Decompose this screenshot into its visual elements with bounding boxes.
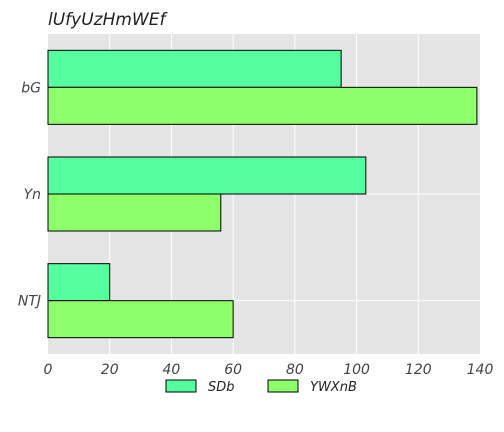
legend-swatch-SDb bbox=[165, 379, 197, 393]
legend-label-SDb: SDb bbox=[208, 380, 235, 395]
x-axis-ticks: 0 20 40 60 80 100 120 140 bbox=[44, 362, 494, 378]
x-tick-label: 100 bbox=[343, 362, 370, 378]
x-tick-label: 80 bbox=[286, 362, 304, 378]
y-axis-ticks: bG Yn NTJ bbox=[18, 80, 41, 309]
bar-YWXnB-NTJ bbox=[47, 300, 234, 339]
x-tick-label: 20 bbox=[101, 362, 119, 378]
bar-YWXnB-bG bbox=[47, 86, 478, 125]
legend-label-YWXnB: YWXnB bbox=[310, 380, 357, 395]
bar-SDb-bG bbox=[47, 49, 342, 88]
bars bbox=[47, 49, 478, 339]
y-tick-label: bG bbox=[21, 80, 41, 96]
x-tick-label: 60 bbox=[224, 362, 242, 378]
x-tick-label: 0 bbox=[44, 362, 53, 378]
chart-title: lUfyUzHmWEf bbox=[48, 10, 168, 30]
y-tick-label: Yn bbox=[24, 187, 41, 203]
y-tick-label: NTJ bbox=[18, 294, 41, 310]
x-tick-label: 40 bbox=[163, 362, 181, 378]
x-tick-label: 140 bbox=[467, 362, 494, 378]
x-tick-label: 120 bbox=[405, 362, 432, 378]
legend-swatch-YWXnB bbox=[267, 379, 299, 393]
bar-SDb-NTJ bbox=[47, 263, 111, 302]
bar-YWXnB-Yn bbox=[47, 193, 222, 232]
bar-SDb-Yn bbox=[47, 156, 367, 195]
legend: SDb YWXnB bbox=[165, 379, 357, 395]
